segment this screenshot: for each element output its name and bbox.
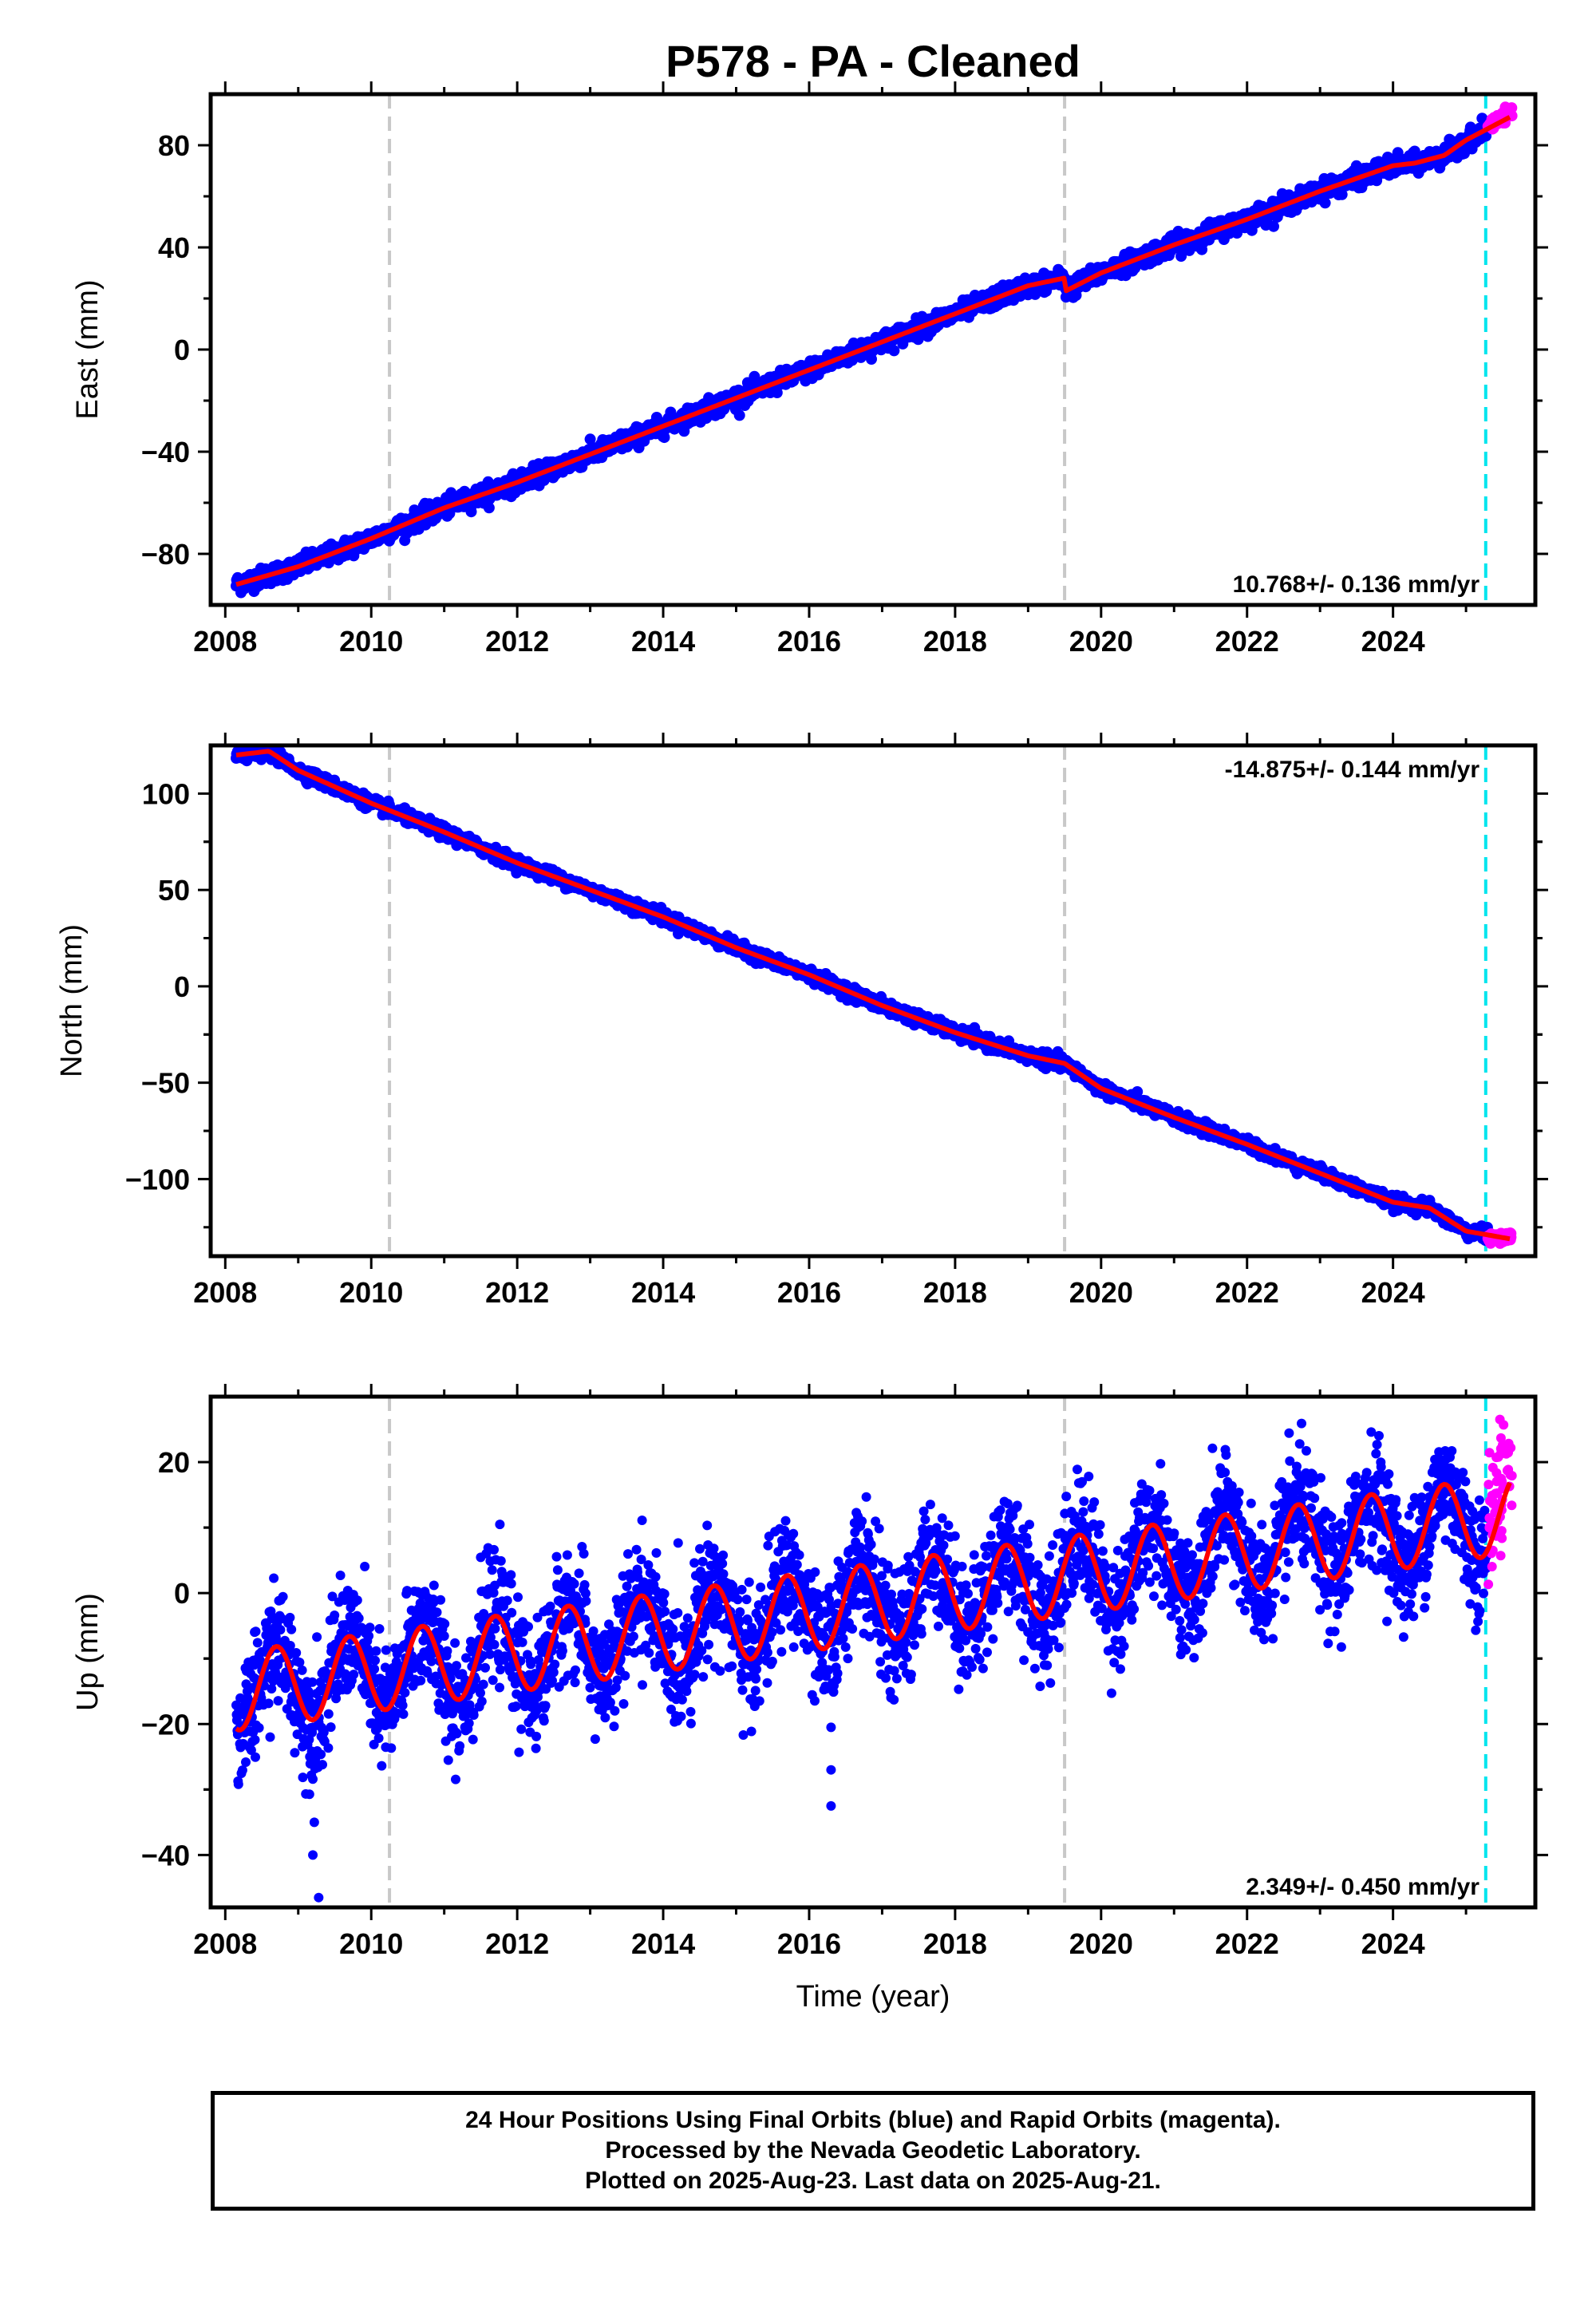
y-axis-label: East (mm) (71, 279, 105, 419)
final-orbit-point (888, 345, 900, 357)
final-orbit-point (584, 433, 596, 445)
plot-area (231, 94, 1518, 605)
final-orbit-point (1132, 1086, 1144, 1097)
final-orbit-point (465, 506, 477, 518)
final-orbit-point (1319, 197, 1331, 209)
plot-area (231, 745, 1517, 1256)
model-fit-line (235, 115, 1511, 587)
y-tick-label: −80 (141, 538, 190, 571)
figure-title: P578 - PA - Cleaned (666, 36, 1080, 86)
x-tick-label: 2016 (777, 625, 841, 658)
chart-panel-2: 2008 2010 2012 2014 2016 2018 2020 2022 2024−100… (55, 733, 1548, 1309)
y-tick-label: 40 (158, 231, 190, 264)
chart-panel-1: 2008 2010 2012 2014 2016 2018 2020 2022 2024 −80 −… (71, 81, 1548, 658)
y-tick-label: −40 (141, 436, 190, 468)
y-tick-label: 0 (174, 334, 190, 366)
x-tick-label: 2014 (631, 625, 695, 658)
x-tick-label: 2022 (1215, 625, 1279, 658)
x-tick-label: 2018 (923, 625, 987, 658)
final-orbit-point (1268, 220, 1279, 232)
x-tick-label: 2020 (1069, 625, 1133, 658)
panels-container: 2008 2010 2012 2014 2016 2018 2020 2022 2024 −80 −… (55, 81, 1548, 2014)
x-tick-label: 2012 (485, 625, 549, 658)
velocity-rate-label: 10.768+/- 0.136 mm/yr (1233, 571, 1480, 598)
final-orbit-point (733, 409, 745, 421)
x-tick-label: 2024 (1361, 625, 1425, 658)
final-orbit-point (483, 502, 495, 514)
final-orbit-point (1175, 251, 1187, 262)
y-tick-label: 80 (158, 129, 190, 162)
x-tick-label: 2010 (339, 625, 403, 658)
final-orbit-point (1336, 188, 1348, 200)
x-tick-label: 2008 (193, 625, 257, 658)
